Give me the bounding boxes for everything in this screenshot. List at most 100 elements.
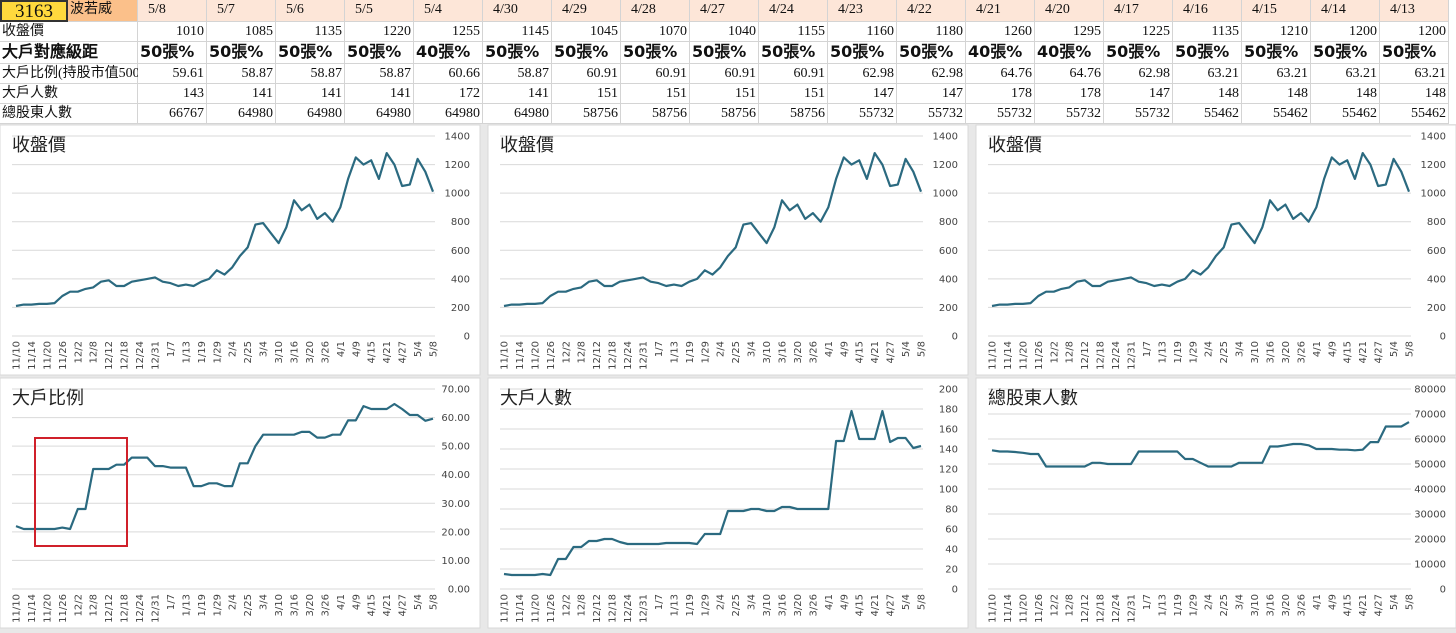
- x-tick-label: 11/26: [1034, 341, 1045, 370]
- row-value: 1200: [1380, 22, 1449, 42]
- date-header: 4/15: [1242, 0, 1311, 22]
- date-header: 5/5: [345, 0, 414, 22]
- x-tick-label: 4/27: [886, 594, 897, 616]
- row-value: 63.21: [1173, 64, 1242, 84]
- date-header: 4/21: [966, 0, 1035, 22]
- x-tick-label: 1/19: [197, 341, 208, 363]
- x-tick-label: 12/18: [1096, 594, 1107, 623]
- x-tick-label: 11/10: [500, 594, 511, 623]
- x-tick-label: 4/1: [1312, 341, 1323, 357]
- x-tick-label: 12/18: [608, 594, 619, 623]
- x-tick-label: 4/1: [824, 594, 835, 610]
- x-tick-label: 3/20: [793, 341, 804, 363]
- stock-name: 波若威: [68, 0, 138, 22]
- x-tick-label: 1/29: [700, 341, 711, 363]
- x-tick-label: 1/29: [1188, 341, 1199, 363]
- x-tick-label: 12/2: [561, 594, 572, 616]
- x-tick-label: 2/4: [228, 341, 239, 357]
- y-tick-label: 30000: [1414, 510, 1446, 521]
- row-value: 55732: [966, 104, 1035, 124]
- row-value: 60.66: [414, 64, 483, 84]
- date-header: 5/7: [207, 0, 276, 22]
- highlight-box: [34, 437, 128, 547]
- date-header: 4/22: [897, 0, 966, 22]
- x-tick-label: 4/15: [855, 594, 866, 616]
- x-tick-label: 3/20: [305, 341, 316, 363]
- data-line: [503, 152, 923, 308]
- data-line: [503, 409, 922, 577]
- row-value: 50張%: [690, 42, 759, 64]
- row-value: 147: [1104, 84, 1173, 104]
- chart-title: 總股東人數: [988, 388, 1078, 409]
- row-value: 50張%: [552, 42, 621, 64]
- row-value: 1135: [1173, 22, 1242, 42]
- y-tick-label: 80000: [1414, 385, 1446, 396]
- x-tick-label: 1/13: [1157, 341, 1168, 363]
- y-tick-label: 1400: [445, 132, 470, 143]
- row-value: 148: [1311, 84, 1380, 104]
- x-tick-label: 1/7: [1142, 341, 1153, 357]
- x-tick-label: 3/26: [320, 594, 331, 616]
- x-tick-label: 3/10: [1250, 594, 1261, 616]
- date-header: 4/30: [483, 0, 552, 22]
- stock-code: 3163: [0, 0, 68, 22]
- chart-title: 大戶比例: [12, 388, 84, 409]
- chart-title: 收盤價: [988, 135, 1042, 156]
- row-value: 143: [138, 84, 207, 104]
- y-tick-label: 10.00: [441, 556, 470, 567]
- x-tick-label: 4/9: [1327, 594, 1338, 610]
- date-header: 5/8: [138, 0, 207, 22]
- row-value: 1085: [207, 22, 276, 42]
- x-tick-label: 12/24: [1111, 341, 1122, 370]
- x-tick-label: 5/4: [901, 594, 912, 610]
- y-tick-label: 70000: [1414, 410, 1446, 421]
- row-value: 1160: [828, 22, 897, 42]
- row-value: 1220: [345, 22, 414, 42]
- x-tick-label: 12/8: [1065, 594, 1076, 616]
- row-value: 141: [276, 84, 345, 104]
- y-tick-label: 400: [939, 274, 958, 285]
- x-tick-label: 1/7: [1142, 594, 1153, 610]
- x-tick-label: 4/27: [1374, 594, 1385, 616]
- row-value: 1155: [759, 22, 828, 42]
- row-value: 58756: [621, 104, 690, 124]
- y-tick-label: 1000: [933, 189, 958, 200]
- x-tick-label: 12/18: [120, 341, 131, 370]
- row-value: 62.98: [1104, 64, 1173, 84]
- x-tick-label: 11/10: [12, 594, 23, 623]
- x-tick-label: 2/4: [228, 594, 239, 610]
- x-tick-label: 1/7: [654, 341, 665, 357]
- row-value: 40張%: [966, 42, 1035, 64]
- x-tick-label: 3/20: [305, 594, 316, 616]
- y-tick-label: 600: [939, 246, 958, 257]
- y-tick-label: 400: [451, 274, 470, 285]
- x-tick-label: 4/27: [1374, 341, 1385, 363]
- x-tick-label: 12/18: [608, 341, 619, 370]
- x-tick-label: 2/4: [716, 594, 727, 610]
- y-tick-label: 30.00: [441, 499, 470, 510]
- x-tick-label: 2/25: [731, 341, 742, 363]
- x-tick-label: 3/26: [808, 594, 819, 616]
- row-value: 172: [414, 84, 483, 104]
- row-value: 151: [690, 84, 759, 104]
- y-tick-label: 40000: [1414, 485, 1446, 496]
- y-tick-label: 1400: [933, 132, 958, 143]
- x-tick-label: 4/9: [839, 341, 850, 357]
- row-value: 63.21: [1380, 64, 1449, 84]
- x-tick-label: 5/4: [413, 594, 424, 610]
- row-value: 58.87: [345, 64, 414, 84]
- x-tick-label: 11/26: [58, 341, 69, 370]
- x-tick-label: 12/24: [623, 594, 634, 623]
- date-header: 4/20: [1035, 0, 1104, 22]
- row-value: 64980: [276, 104, 345, 124]
- row-value: 151: [552, 84, 621, 104]
- row-value: 148: [1380, 84, 1449, 104]
- x-tick-label: 4/15: [855, 341, 866, 363]
- x-tick-label: 12/2: [73, 594, 84, 616]
- row-value: 60.91: [621, 64, 690, 84]
- row-value: 50張%: [897, 42, 966, 64]
- y-tick-label: 50.00: [441, 442, 470, 453]
- data-line: [15, 152, 435, 308]
- date-header: 4/13: [1380, 0, 1449, 22]
